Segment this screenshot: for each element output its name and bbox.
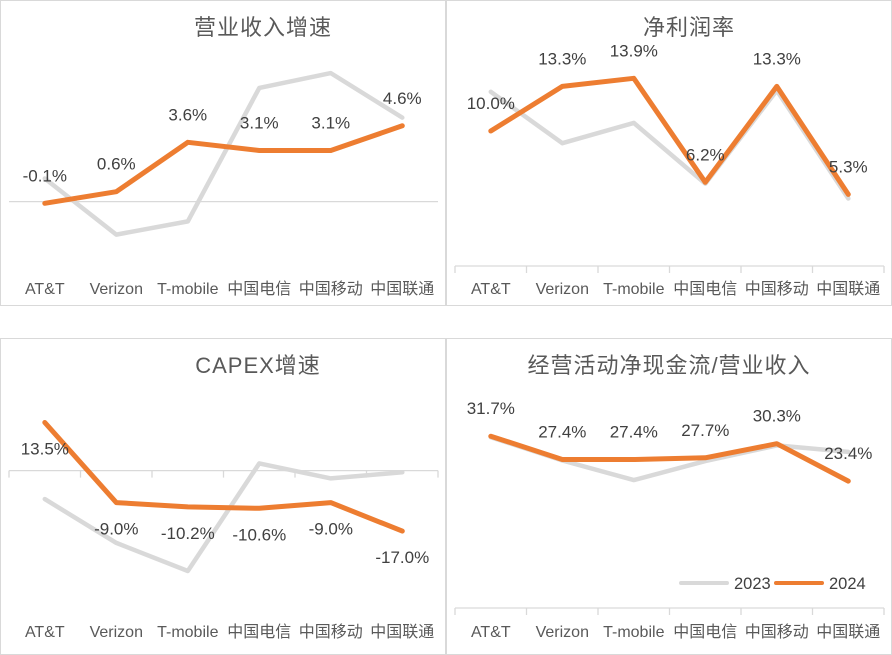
chart-canvas-ocf-to-revenue: 31.7% 27.4% 27.4% 27.7% 30.3% 23.4% AT&T Verizo…: [454, 399, 885, 641]
category-label: T-mobile: [603, 281, 664, 298]
legend-2023-label: 2023: [734, 575, 771, 593]
series-2024-line: [42, 420, 405, 534]
chart-canvas-capex-growth: 13.5% -9.0% -10.2% -10.6% -9.0% -17.0% AT&T Ver…: [8, 420, 439, 641]
panel-capex-growth: CAPEX增速 13.5% -9.0% -10.2% -10.6% -9.0% -17.0…: [0, 338, 446, 655]
category-label: 中国联通: [816, 280, 880, 298]
data-label: 13.5%: [21, 440, 69, 459]
data-label: 0.6%: [97, 155, 136, 174]
category-label: Verizon: [90, 624, 143, 641]
data-label: 31.7%: [467, 399, 515, 418]
category-label: 中国移动: [299, 623, 363, 641]
data-label: 13.3%: [753, 49, 801, 68]
data-label: -10.2%: [161, 524, 215, 543]
category-label: 中国移动: [745, 623, 809, 641]
panel-net-profit-margin: 净利润率 10.0% 13.3% 13.9% 6.2% 13.3% 5.3% AT&T Ver…: [446, 0, 892, 306]
data-label: 30.3%: [753, 407, 801, 426]
panel-revenue-growth: 营业收入增速 -0.1% 0.6% 3.6% 3.1% 3.1% 4.6% AT&T Veri…: [0, 0, 446, 306]
panel-ocf-to-revenue: 经营活动净现金流/营业收入 31.7% 27.4% 27.4% 27.7% 30.3% 2…: [446, 338, 892, 655]
category-label: 中国电信: [227, 623, 291, 641]
data-label: 5.3%: [829, 157, 868, 176]
category-label: T-mobile: [157, 624, 218, 641]
category-label: 中国联通: [816, 623, 880, 641]
category-label: 中国电信: [673, 623, 737, 641]
data-label: -17.0%: [375, 548, 429, 567]
category-label: AT&T: [25, 624, 65, 641]
data-label: -9.0%: [94, 520, 138, 539]
category-label: 中国电信: [673, 280, 737, 298]
category-label: 中国联通: [370, 623, 434, 641]
category-label: AT&T: [25, 281, 65, 298]
chart-canvas-revenue-growth: -0.1% 0.6% 3.6% 3.1% 3.1% 4.6% AT&T Verizon T-mo…: [9, 70, 438, 298]
data-label: 27.4%: [538, 423, 586, 442]
series-2024-line: [488, 433, 851, 484]
category-label: 中国移动: [299, 280, 363, 298]
category-label: T-mobile: [603, 624, 664, 641]
data-label: 6.2%: [686, 145, 725, 164]
data-label: 27.4%: [610, 423, 658, 442]
category-label: T-mobile: [157, 281, 218, 298]
series-2023-line: [488, 88, 851, 201]
series-2023-line: [42, 70, 405, 237]
data-label: 4.6%: [383, 89, 422, 108]
data-label: 23.4%: [824, 444, 872, 463]
data-label: 13.3%: [538, 49, 586, 68]
data-label: 3.1%: [240, 114, 279, 133]
legend-2024-label: 2024: [829, 575, 866, 593]
category-label: 中国移动: [745, 280, 809, 298]
data-label: 10.0%: [467, 94, 515, 113]
category-label: 中国联通: [370, 280, 434, 298]
series-2024-line: [42, 123, 405, 206]
category-label: AT&T: [471, 281, 511, 298]
series-2023-line: [42, 461, 405, 574]
category-label: Verizon: [536, 624, 589, 641]
data-label: -10.6%: [232, 525, 286, 544]
data-label: 3.6%: [168, 105, 207, 124]
category-label: Verizon: [90, 281, 143, 298]
category-label: 中国电信: [227, 280, 291, 298]
chart-canvas-net-profit-margin: 10.0% 13.3% 13.9% 6.2% 13.3% 5.3% AT&T Verizon T…: [454, 41, 885, 298]
series-2024-line: [488, 75, 851, 197]
category-label: AT&T: [471, 624, 511, 641]
category-label: Verizon: [536, 281, 589, 298]
data-label: 13.9%: [610, 41, 658, 60]
data-label: 27.7%: [681, 421, 729, 440]
data-label: -9.0%: [309, 520, 353, 539]
data-label: 3.1%: [311, 114, 350, 133]
data-label: -0.1%: [23, 166, 67, 185]
